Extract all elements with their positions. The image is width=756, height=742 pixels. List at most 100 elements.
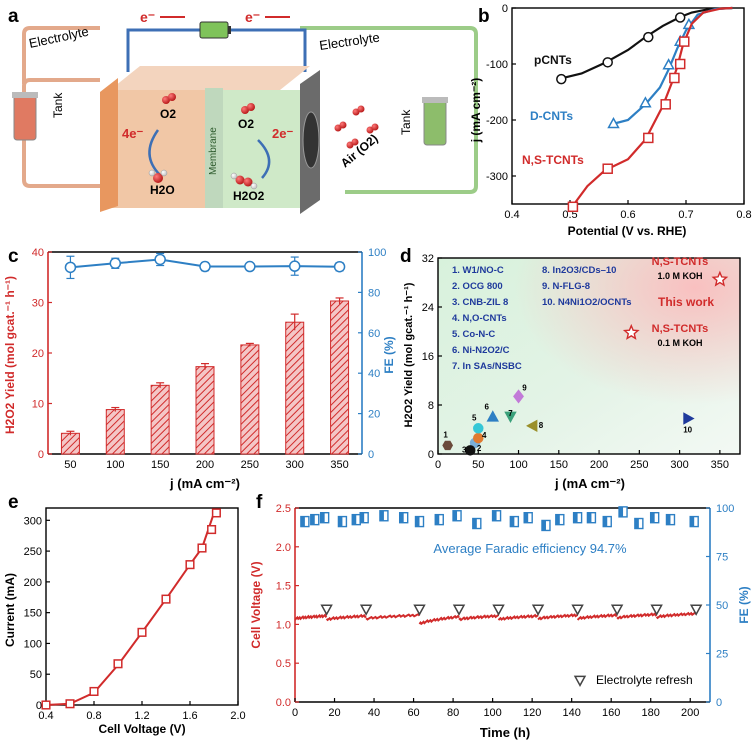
anode-reaction-arrow <box>148 129 161 176</box>
f-refresh-marker <box>452 604 466 616</box>
e-series-marker <box>185 560 195 570</box>
f-plot-area: 0 20 40 60 80 100 120 140 160 180 200 0.0 0.5 1.0 1.5 2… <box>276 503 735 719</box>
b-series-marker <box>674 12 686 23</box>
f-voltage-segment <box>458 614 500 622</box>
electron-label-right: e⁻ <box>245 9 260 25</box>
d-legend: 1. W1/NO-C 2. OCG 800 3. CNB-ZIL 8 4. N,O-C… <box>452 265 632 372</box>
f-xlabel: Time (h) <box>480 725 530 740</box>
b-frame <box>511 7 745 205</box>
d-legend-item: 6. Ni-N2O2/C <box>452 345 510 356</box>
c-right-ytick-label: 80 <box>368 287 380 299</box>
f-voltage-segment <box>365 612 421 621</box>
f-fe-marker-fill <box>573 512 578 523</box>
b-xtick-label: 0.4 <box>504 209 519 221</box>
e-xtick-label: 1.2 <box>134 710 149 722</box>
f-fe-marker-fill <box>360 512 365 523</box>
f-voltage-segment <box>418 614 460 626</box>
anode-compartment <box>110 90 205 208</box>
b-label-dcnts: D-CNTs <box>530 109 573 123</box>
f-xtick-label: 40 <box>368 707 380 719</box>
f-voltage-segment <box>537 613 579 621</box>
f-voltage-segment <box>294 613 328 621</box>
d-xtick-label: 50 <box>472 459 484 471</box>
d-point-label: 9 <box>522 383 527 392</box>
f-fe-marker-fill <box>603 516 608 527</box>
panel-letter-e: e <box>8 492 19 513</box>
b-series-marker <box>679 36 690 47</box>
d-legend-item: 8. In2O3/CDs–10 <box>542 265 616 276</box>
c-yield-bar <box>285 321 305 455</box>
b-xtick-label: 0.6 <box>620 209 635 221</box>
e-series-marker <box>211 508 221 518</box>
panel-letter-f: f <box>256 492 263 513</box>
c-xtick-label: 100 <box>106 459 124 471</box>
tank-left <box>12 92 38 141</box>
panel-c: c H2O2 Yield (mol gcat.⁻¹ h⁻¹) FE (%) j … <box>3 246 396 491</box>
f-voltage-segment <box>497 613 539 621</box>
b-label-nstcnts: N,S-TCNTs <box>522 153 584 167</box>
c-yield-bar <box>60 432 80 455</box>
c-ylabel-left: H2O2 Yield (mol gcat.⁻¹ h⁻¹) <box>3 276 17 434</box>
d-legend-item: 7. In SAs/NSBC <box>452 361 522 372</box>
electrolyte-loop-right <box>300 26 478 194</box>
f-xtick-label: 120 <box>523 707 541 719</box>
b-series-marker <box>660 99 671 110</box>
d-this-work-1-name: N,S-TCNTs <box>652 256 709 268</box>
b-xtick-label: 0.7 <box>678 209 693 221</box>
f-xtick-label: 200 <box>681 707 699 719</box>
o2-label-left: O2 <box>160 107 176 121</box>
f-legend-refresh: Electrolyte refresh <box>596 673 693 687</box>
d-ytick-label: 32 <box>422 253 434 265</box>
d-point-label: 2 <box>477 444 482 453</box>
b-label-pcnts: pCNTs <box>534 53 572 67</box>
h2o-label: H2O <box>150 183 175 197</box>
c-right-ytick-label: 40 <box>368 368 380 380</box>
c-yield-bar <box>195 366 215 455</box>
b-ytick-label: -300 <box>486 171 508 183</box>
f-left-ytick-label: 1.0 <box>276 619 291 631</box>
e-ytick-label: 300 <box>24 515 42 527</box>
b-series-marker <box>643 31 654 43</box>
e-xtick-label: 0.4 <box>38 710 53 722</box>
f-right-ytick-label: 100 <box>716 503 734 515</box>
f-fe-marker-fill <box>510 516 515 527</box>
c-right-ytick-label: 60 <box>368 328 380 340</box>
f-xtick-label: 140 <box>562 707 580 719</box>
e-series-marker <box>41 700 51 710</box>
d-xtick-label: 300 <box>670 459 688 471</box>
electron-label-left: e⁻ <box>140 9 155 25</box>
c-right-ytick-label: 100 <box>368 247 386 259</box>
d-ytick-label: 24 <box>422 302 434 314</box>
f-left-ytick-label: 2.0 <box>276 542 291 554</box>
c-yield-bar <box>105 409 125 455</box>
d-legend-item: 5. Co-N-C <box>452 329 495 340</box>
f-voltage-segment <box>576 612 618 621</box>
electrolyte-label-right: Electrolyte <box>318 30 380 53</box>
f-fe-marker-fill <box>352 514 357 525</box>
e-ytick-label: 250 <box>24 546 42 558</box>
c-xtick-label: 250 <box>241 459 259 471</box>
f-xtick-label: 80 <box>447 707 459 719</box>
f-ylabel-left: Cell Voltage (V) <box>249 561 263 648</box>
f-fe-marker-fill <box>587 512 592 523</box>
o2-molecule-icon <box>162 93 379 149</box>
f-refresh-marker <box>413 604 426 616</box>
c-right-ytick-label: 20 <box>368 409 380 421</box>
f-fe-marker-fill <box>310 514 315 525</box>
b-series-marker <box>674 58 686 70</box>
d-this-work-2-name: N,S-TCNTs <box>652 323 709 335</box>
b-xtick-label: 0.8 <box>736 209 751 221</box>
e-series-marker <box>89 686 99 697</box>
e-ytick-label: 200 <box>24 577 42 589</box>
c-fe-marker <box>199 260 211 273</box>
e-xtick-label: 2.0 <box>230 710 245 722</box>
f-fe-marker-fill <box>555 514 560 525</box>
d-this-work-star <box>622 323 640 340</box>
membrane <box>205 88 223 208</box>
d-ytick-label: 16 <box>422 351 434 363</box>
c-xtick-label: 300 <box>286 459 304 471</box>
f-fe-marker-fill <box>415 516 420 527</box>
f-fe-marker-fill <box>492 510 497 521</box>
f-refresh-marker <box>531 604 545 616</box>
